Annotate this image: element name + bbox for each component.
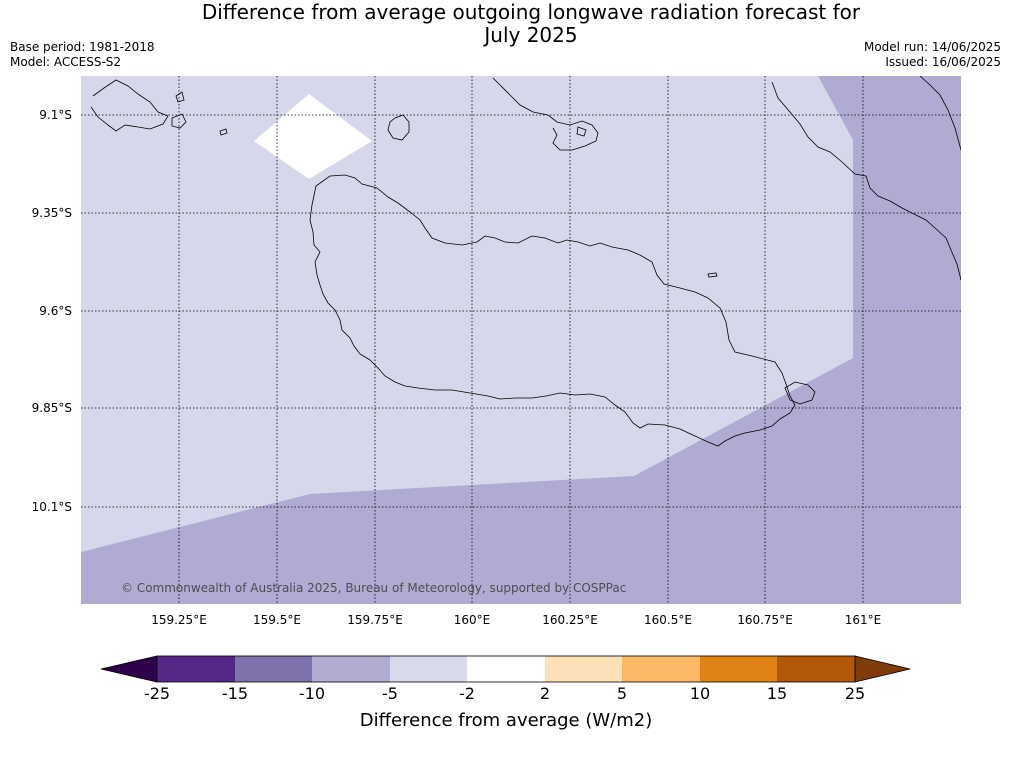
lat-labels: 9.1°S 9.35°S 9.6°S 9.85°S 10.1°S xyxy=(32,108,72,514)
meta-left: Base period: 1981-2018 Model: ACCESS-S2 xyxy=(10,40,155,70)
base-period: Base period: 1981-2018 xyxy=(10,40,155,54)
colorbar-extend-low xyxy=(100,655,158,683)
colorbar-title: Difference from average (W/m2) xyxy=(360,710,652,731)
issued-date: Issued: 16/06/2025 xyxy=(885,55,1001,69)
colorbar-tick: 10 xyxy=(690,684,710,703)
lat-label: 9.35°S xyxy=(32,206,72,220)
malaita-north-coast xyxy=(919,76,961,151)
lat-label: 9.85°S xyxy=(32,401,72,415)
anomaly-band-dark-south xyxy=(81,76,961,604)
lon-label: 159.5°E xyxy=(253,613,301,627)
colorbar-extend-high xyxy=(854,655,911,683)
lat-label: 9.1°S xyxy=(39,108,72,122)
lon-label: 161°E xyxy=(845,613,882,627)
lon-label: 159.25°E xyxy=(151,613,207,627)
map-panel[interactable]: © Commonwealth of Australia 2025, Bureau… xyxy=(81,76,961,604)
copyright-notice: © Commonwealth of Australia 2025, Bureau… xyxy=(121,581,626,595)
colorbar-bin xyxy=(545,656,622,682)
colorbar-tick: -10 xyxy=(299,684,325,703)
savo-island xyxy=(387,114,410,141)
colorbar-tick: 25 xyxy=(845,684,865,703)
small-islet xyxy=(707,272,718,278)
colorbar-tick: -15 xyxy=(222,684,248,703)
meta-right: Model run: 14/06/2025 Issued: 16/06/2025 xyxy=(864,40,1001,70)
colorbar-outline xyxy=(156,655,856,683)
colorbar-bin xyxy=(235,656,312,682)
colorbar-tick: 5 xyxy=(617,684,627,703)
guadalcanal-coast xyxy=(309,174,796,447)
model-name: Model: ACCESS-S2 xyxy=(10,55,122,69)
title-line-2: July 2025 xyxy=(484,23,578,47)
colorbar-tick: -2 xyxy=(459,684,475,703)
nggela-islet xyxy=(576,126,587,137)
lon-label: 160.25°E xyxy=(542,613,598,627)
colorbar-bin xyxy=(467,656,545,682)
gridlines xyxy=(81,76,961,604)
colorbar-bin xyxy=(157,656,235,682)
lon-label: 160°E xyxy=(454,613,491,627)
lon-label: 160.5°E xyxy=(644,613,692,627)
chart-title: Difference from average outgoing longwav… xyxy=(140,1,922,47)
lon-label: 159.75°E xyxy=(347,613,403,627)
colorbar-tick: -25 xyxy=(144,684,170,703)
lat-label: 9.6°S xyxy=(39,304,72,318)
anomaly-band-white xyxy=(254,94,372,179)
colorbar-tick: -5 xyxy=(382,684,398,703)
colorbar: -25 -15 -10 -5 -2 2 5 10 15 25 Differenc… xyxy=(100,655,911,731)
russell-islet-b xyxy=(219,128,228,136)
russell-islands xyxy=(90,79,169,132)
malaita-coast xyxy=(771,81,961,281)
coastlines xyxy=(90,76,961,447)
nggela-islands xyxy=(492,77,599,151)
colorbar-bin xyxy=(622,656,700,682)
title-line-1: Difference from average outgoing longwav… xyxy=(201,0,861,24)
islet-east xyxy=(784,381,816,405)
lon-label: 160.75°E xyxy=(737,613,793,627)
colorbar-bin xyxy=(700,656,777,682)
lat-label: 10.1°S xyxy=(32,500,72,514)
colorbar-bin xyxy=(312,656,390,682)
colorbar-bin xyxy=(777,656,855,682)
colorbar-bin xyxy=(390,656,467,682)
russell-islet-c xyxy=(175,91,185,103)
model-run: Model run: 14/06/2025 xyxy=(863,40,1001,54)
colorbar-tick: 2 xyxy=(540,684,550,703)
colorbar-tick: 15 xyxy=(767,684,787,703)
lon-labels: 159.25°E 159.5°E 159.75°E 160°E 160.25°E… xyxy=(151,613,881,627)
